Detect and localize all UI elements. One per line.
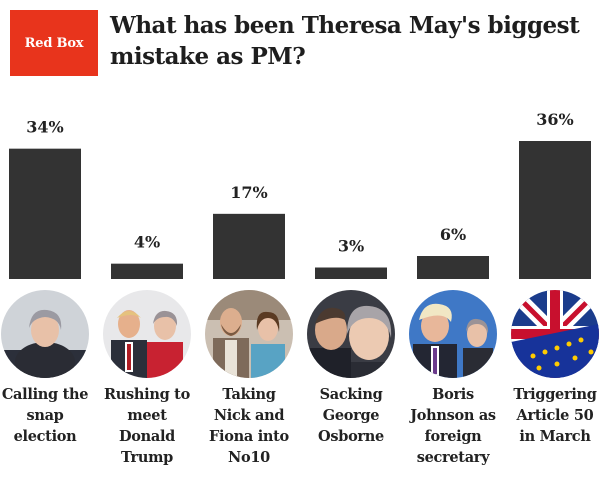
caption-line: Osborne: [318, 428, 384, 445]
caption-line: election: [13, 428, 77, 445]
caption-line: Article 50: [516, 407, 594, 424]
bar-1: [9, 148, 81, 279]
caption-line: foreign: [424, 428, 482, 445]
theresa-may-photo: [1, 290, 89, 378]
osborne-and-may-photo: [307, 290, 395, 378]
category-label-1: Calling the snap election: [0, 384, 96, 447]
caption-line: Johnson as: [410, 407, 496, 424]
value-label-6: 36%: [536, 110, 573, 129]
caption-line: Calling the: [1, 386, 89, 403]
category-label-3: Taking Nick and Fiona into No10: [198, 384, 300, 468]
bar-3: [213, 213, 285, 279]
category-label-2: Rushing to meet Donald Trump: [96, 384, 198, 468]
caption-line: No10: [228, 449, 270, 466]
caption-line: meet: [127, 407, 167, 424]
boris-and-may-photo: [409, 290, 497, 378]
value-label-5: 6%: [440, 225, 466, 244]
bar-5: [417, 256, 489, 279]
chart-title: What has been Theresa May's biggest mist…: [110, 12, 580, 70]
caption-line: George: [322, 407, 380, 424]
category-label-4: Sacking George Osborne: [300, 384, 402, 447]
caption-line: Sacking: [319, 386, 383, 403]
caption-line: Fiona into: [209, 428, 289, 445]
caption-line: Taking: [222, 386, 276, 403]
bar-chart: 34% 4% 17% 3% 6% 36%: [9, 110, 591, 279]
value-label-3: 17%: [230, 183, 267, 202]
value-label-4: 3%: [338, 237, 364, 256]
logo-text: Red Box: [24, 35, 84, 51]
value-label-2: 4%: [134, 233, 160, 252]
value-label-1: 34%: [26, 118, 63, 137]
caption-line: Nick and: [213, 407, 285, 424]
category-label-5: Boris Johnson as foreign secretary: [402, 384, 504, 468]
caption-line: Triggering: [513, 386, 597, 403]
caption-line: Rushing to: [104, 386, 190, 403]
bar-4: [315, 267, 387, 279]
caption-line: secretary: [416, 449, 490, 466]
red-box-logo: Red Box: [10, 10, 98, 76]
trump-and-may-photo: [103, 290, 191, 378]
caption-line: in March: [519, 428, 591, 445]
union-jack-eu-flag-photo: [511, 290, 599, 378]
bar-6: [519, 141, 591, 279]
bar-2: [111, 263, 183, 279]
caption-line: Trump: [121, 449, 173, 466]
nick-and-fiona-photo: [205, 290, 293, 378]
caption-line: Boris: [432, 386, 474, 403]
category-label-6: Triggering Article 50 in March: [504, 384, 600, 447]
caption-line: snap: [26, 407, 64, 424]
caption-line: Donald: [118, 428, 176, 445]
